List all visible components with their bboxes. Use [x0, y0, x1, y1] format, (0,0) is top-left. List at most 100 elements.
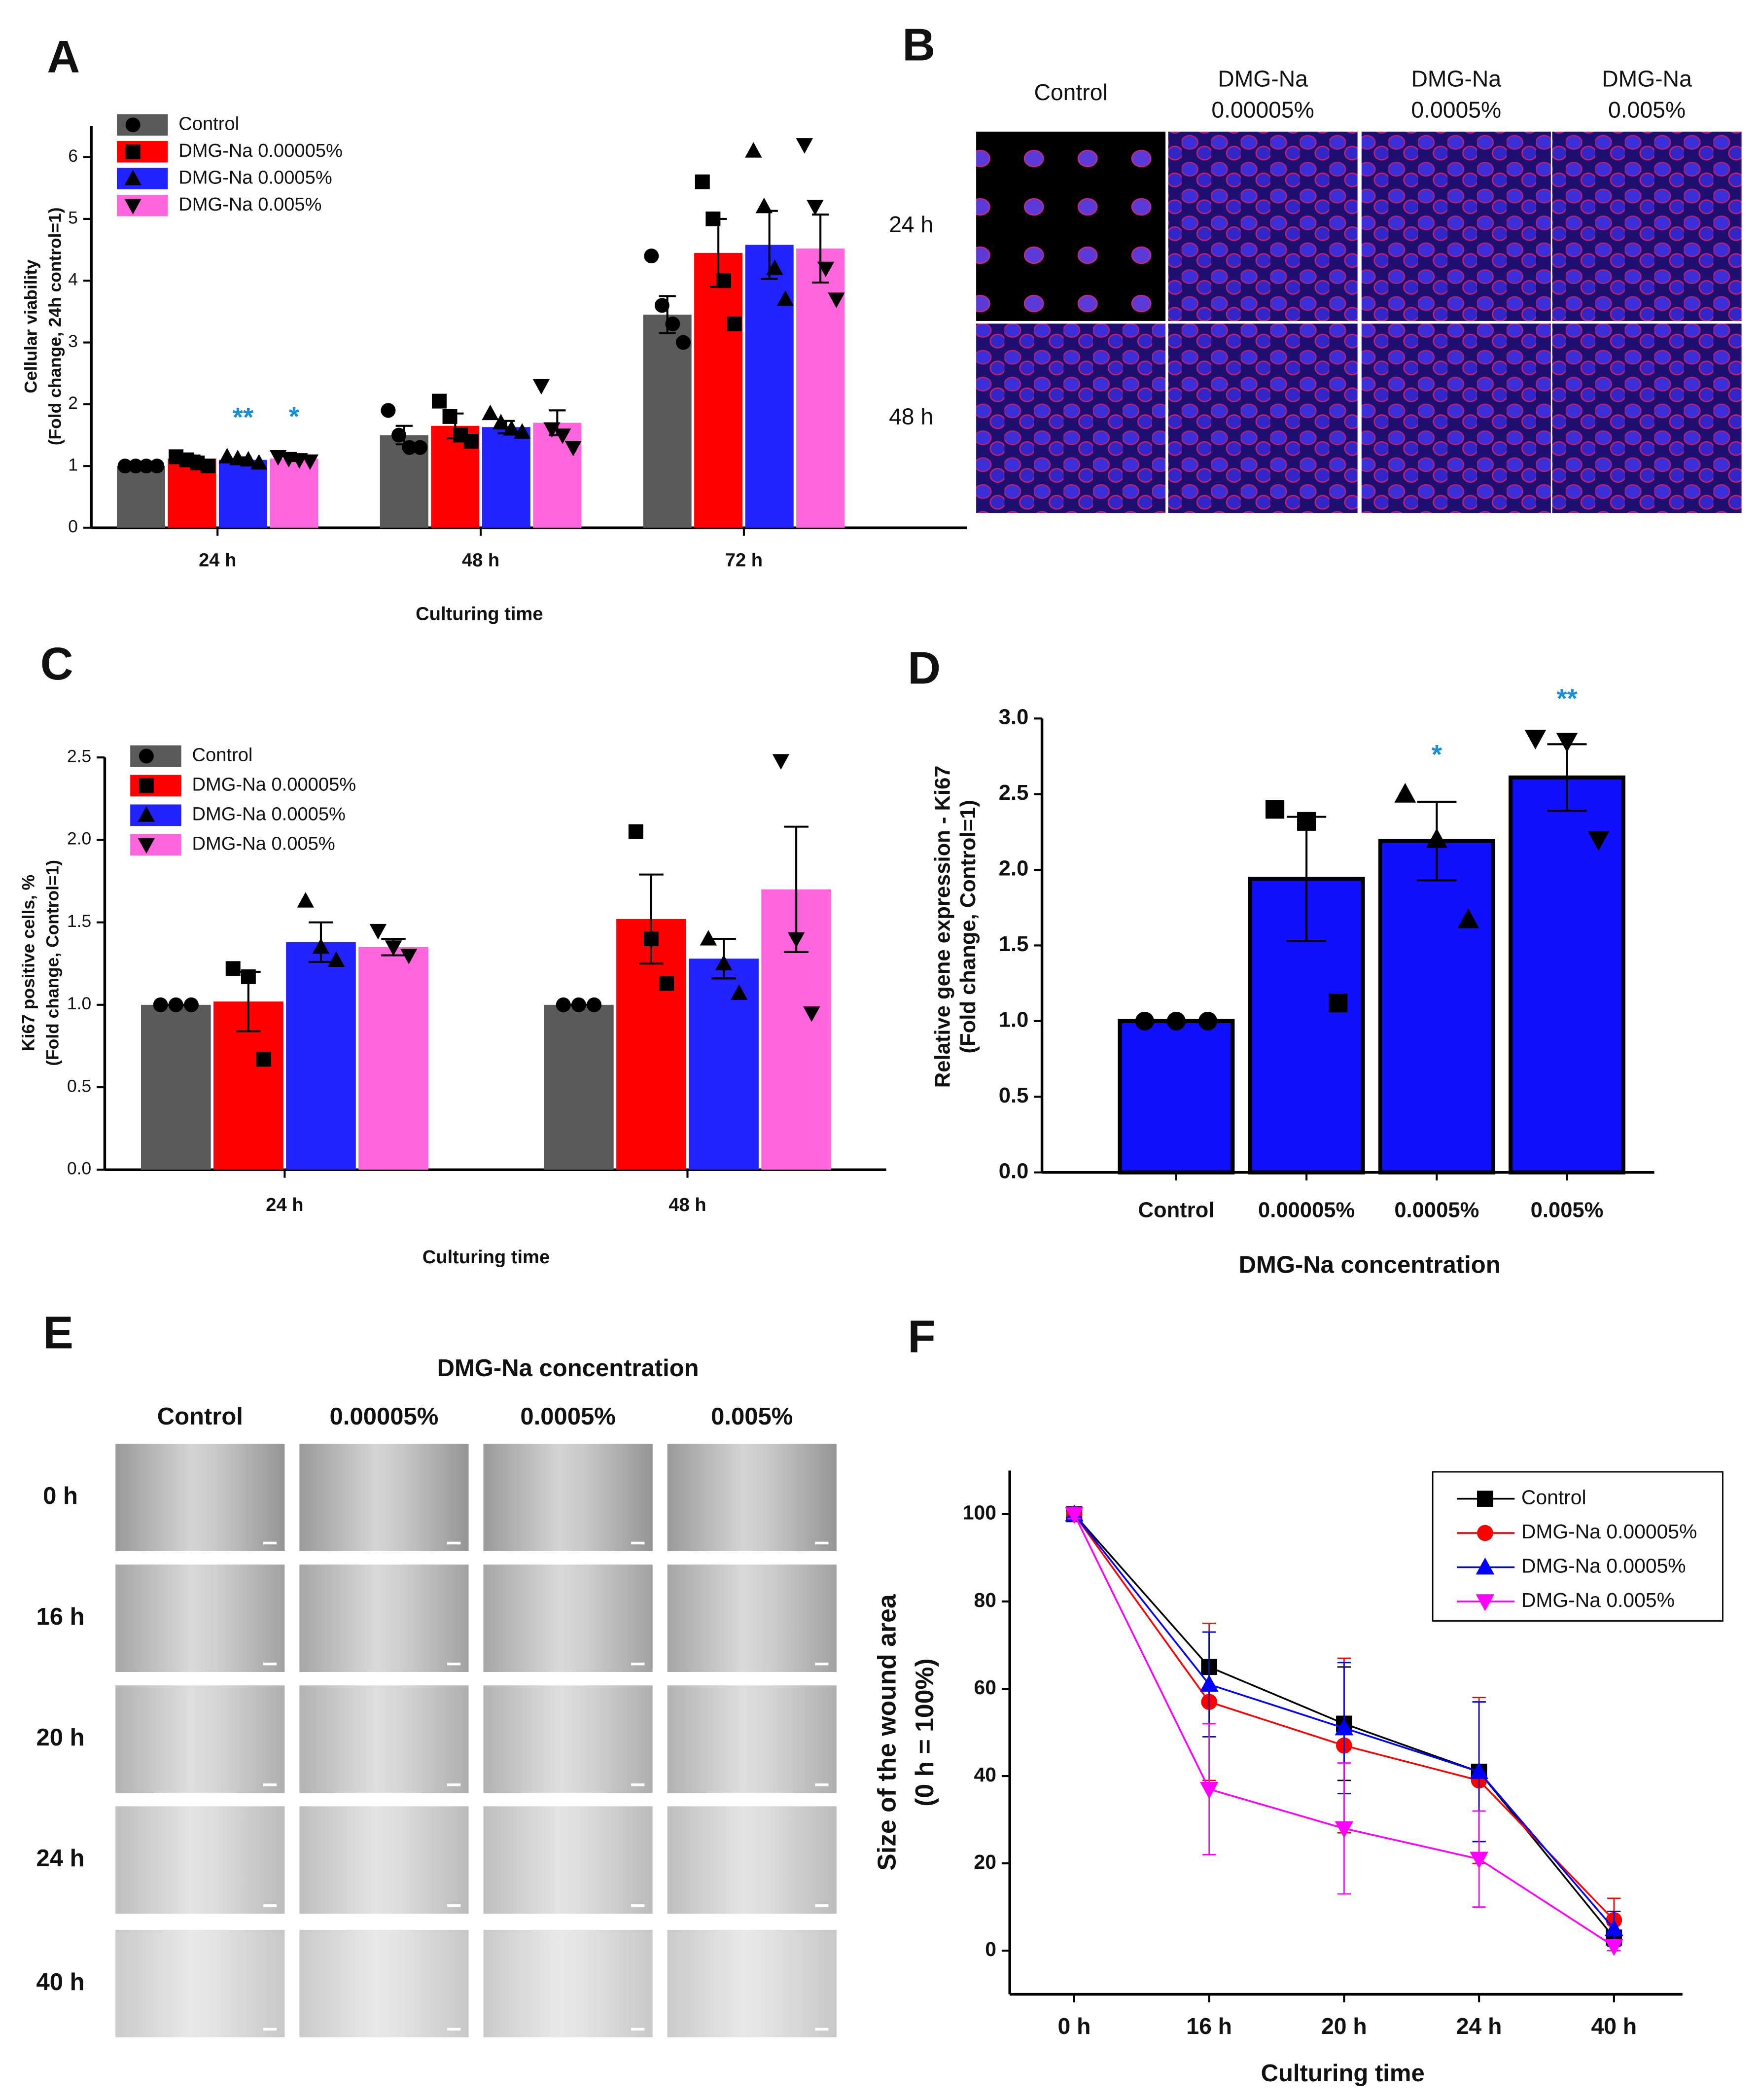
data-point: [225, 961, 241, 976]
legend-marker: [125, 117, 141, 133]
x-axis-label: Culturing time: [1261, 2060, 1425, 2087]
data-point: [1199, 1781, 1219, 1799]
data-point: [543, 422, 561, 438]
data-point: [700, 930, 717, 946]
bar: [358, 947, 428, 1170]
data-point: [644, 249, 659, 264]
bar: [482, 427, 530, 528]
x-axis-label: DMG-Na concentration: [1239, 1251, 1501, 1278]
x-axis-label: Culturing time: [416, 604, 543, 625]
micrograph: [1361, 131, 1551, 321]
column-label: Control: [1034, 79, 1107, 105]
panel-label: B: [902, 19, 935, 71]
micrograph: [976, 323, 1166, 513]
row-label: 24 h: [889, 212, 933, 237]
bar: [694, 252, 743, 528]
x-tick-label: 0.00005%: [1258, 1198, 1355, 1222]
data-point: [659, 976, 674, 991]
y-tick-label: 1: [68, 455, 78, 474]
y-tick-label: 2.5: [999, 781, 1029, 805]
data-point: [381, 403, 396, 418]
data-point: [803, 1006, 820, 1022]
x-tick-label: 48 h: [462, 550, 499, 571]
data-point: [149, 459, 165, 474]
micrograph: [115, 1929, 285, 2037]
bar: [286, 942, 356, 1170]
micrograph: [667, 1929, 837, 2037]
micrograph: [483, 1929, 653, 2037]
data-point: [1199, 1674, 1219, 1692]
data-point: [730, 984, 748, 1000]
column-label: DMG-Na: [1411, 66, 1502, 92]
micrograph: [667, 1565, 837, 1672]
data-point: [564, 441, 582, 457]
micrograph: [1552, 323, 1742, 513]
bar: [1509, 775, 1625, 1175]
micrograph: [1552, 131, 1742, 321]
legend-swatch: [130, 775, 181, 797]
data-point: [745, 142, 762, 158]
legend-marker: [125, 144, 141, 159]
y-tick-label: 0.5: [67, 1076, 91, 1096]
legend-marker: [1477, 1491, 1493, 1507]
x-tick-label: 24 h: [199, 550, 236, 571]
data-point: [828, 292, 845, 308]
row-label: 24 h: [36, 1845, 85, 1872]
data-point: [183, 997, 199, 1012]
panel-label: A: [47, 31, 80, 82]
data-point: [807, 200, 824, 215]
y-tick-label: 0.5: [999, 1084, 1029, 1107]
micrograph: [483, 1443, 653, 1551]
legend-label: DMG-Na 0.005%: [192, 833, 335, 854]
legend-label: Control: [1521, 1486, 1586, 1508]
y-axis-label: (Fold change, 24h control=1): [45, 207, 65, 445]
legend-marker: [139, 748, 154, 764]
micrograph: [483, 1806, 653, 1914]
micrograph: [667, 1443, 837, 1551]
data-point: [715, 955, 733, 970]
y-tick-label: 6: [68, 146, 78, 166]
y-tick-label: 20: [974, 1851, 996, 1873]
y-tick-label: 2.5: [67, 746, 91, 766]
data-point: [587, 997, 602, 1012]
micrograph: [483, 1565, 653, 1672]
legend-swatch: [116, 114, 168, 136]
data-point: [695, 174, 710, 189]
data-point: [139, 459, 154, 474]
column-label: Control: [157, 1403, 243, 1430]
x-tick-label: 0.005%: [1531, 1198, 1604, 1222]
data-point: [628, 824, 643, 839]
data-point: [492, 414, 510, 429]
data-point: [153, 997, 168, 1012]
data-point: [1135, 1011, 1154, 1031]
micrograph: [1168, 131, 1358, 321]
data-point: [1470, 1851, 1488, 1869]
x-tick-label: 0.0005%: [1394, 1198, 1479, 1222]
significance-label: *: [1432, 740, 1442, 770]
y-tick-label: 0: [68, 517, 78, 536]
data-point: [431, 393, 447, 409]
y-tick-label: 3.0: [999, 706, 1029, 729]
micrograph: [299, 1565, 469, 1672]
y-tick-label: 60: [974, 1676, 996, 1699]
legend-marker: [124, 170, 141, 185]
micrograph: [1168, 323, 1358, 513]
y-axis-label: Cellular viability: [21, 259, 41, 393]
data-point: [1587, 831, 1610, 851]
micrograph: [299, 1929, 469, 2037]
y-tick-label: 80: [974, 1589, 996, 1611]
y-tick-label: 1.5: [67, 911, 91, 931]
row-label: 16 h: [36, 1603, 85, 1630]
data-point: [513, 423, 531, 439]
data-point: [1198, 1011, 1218, 1031]
column-label: 0.005%: [711, 1403, 793, 1430]
column-label: 0.005%: [1608, 97, 1686, 122]
legend-label: DMG-Na 0.0005%: [178, 167, 332, 188]
panel-label: E: [43, 1307, 73, 1358]
y-tick-label: 1.5: [999, 932, 1029, 956]
data-point: [556, 997, 571, 1012]
panel-title: DMG-Na concentration: [437, 1355, 699, 1382]
data-point: [240, 451, 257, 467]
data-point: [1297, 812, 1316, 831]
